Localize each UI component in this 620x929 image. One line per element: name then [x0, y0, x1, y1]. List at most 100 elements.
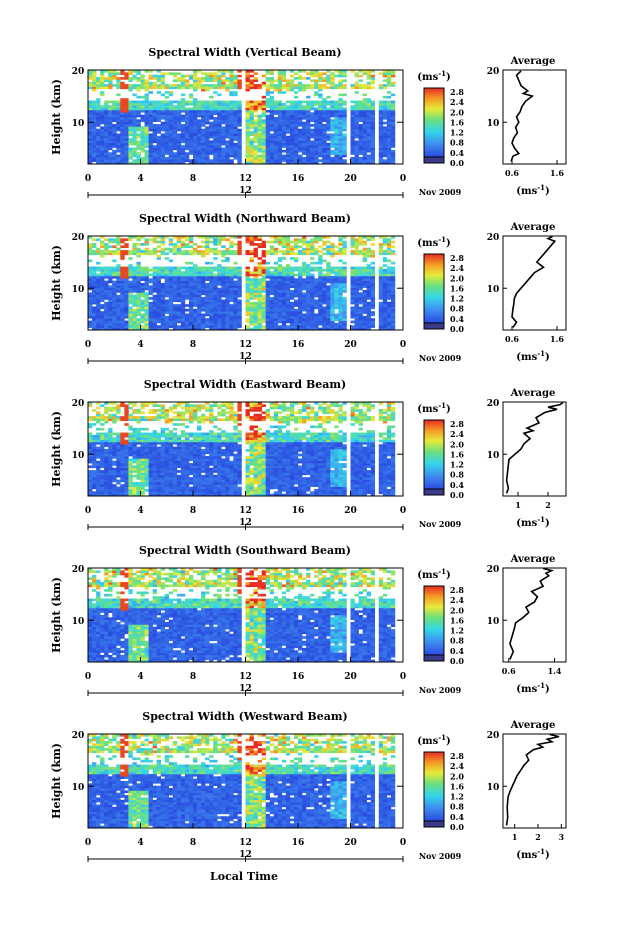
heatmap-cell — [277, 320, 283, 324]
heatmap-cell — [172, 147, 178, 151]
heatmap-cell — [96, 491, 101, 494]
heatmap-cell — [108, 304, 113, 307]
heatmap-cell — [273, 138, 279, 141]
heatmap-cell — [205, 119, 210, 122]
heatmap-cell — [261, 245, 266, 249]
heatmap-cell — [132, 161, 137, 165]
heatmap-cell — [334, 285, 339, 288]
heatmap-cell — [257, 266, 262, 270]
heatmap-cell — [261, 121, 266, 125]
heatmap-cell — [132, 93, 137, 97]
heatmap-cell — [100, 488, 105, 492]
heatmap-cell — [342, 74, 347, 78]
heatmap-cell — [128, 311, 133, 314]
heatmap-cell — [334, 318, 339, 321]
heatmap-cell — [184, 292, 190, 296]
heatmap-cell — [96, 152, 101, 155]
heatmap-cell — [96, 84, 101, 87]
heatmap-cell — [92, 121, 97, 125]
heatmap-cell — [386, 161, 392, 165]
heatmap-cell — [128, 147, 133, 151]
heatmap-cell — [269, 236, 275, 239]
heatmap-cell — [172, 313, 178, 317]
heatmap-cell — [245, 121, 250, 125]
heatmap-cell — [116, 287, 121, 291]
heatmap-cell — [205, 238, 210, 241]
heatmap-cell — [366, 297, 371, 300]
heatmap-cell — [293, 138, 299, 141]
heatmap-cell — [100, 290, 105, 293]
heatmap-cell — [366, 140, 371, 144]
heatmap-cell — [277, 304, 283, 307]
heatmap-cell — [104, 290, 109, 293]
heatmap-cell — [88, 243, 93, 246]
heatmap-cell — [293, 114, 299, 118]
heatmap-cell — [233, 109, 238, 113]
heatmap-cell — [277, 280, 283, 284]
heatmap-cell — [124, 308, 129, 312]
heatmap-cell — [136, 266, 141, 270]
heatmap-cell — [285, 107, 291, 111]
heatmap-cell — [326, 264, 331, 267]
heatmap-cell — [378, 266, 384, 270]
heatmap-cell — [92, 126, 97, 130]
heatmap-cell — [88, 86, 93, 90]
heatmap-cell — [253, 268, 258, 272]
heatmap-cell — [354, 117, 359, 120]
heatmap-cell — [233, 311, 238, 314]
heatmap-cell — [338, 325, 343, 328]
heatmap-cell — [168, 304, 174, 307]
heatmap-cell — [124, 311, 129, 314]
heatmap-cell — [209, 114, 214, 118]
heatmap-cell — [302, 318, 307, 321]
heatmap-cell — [108, 290, 113, 293]
heatmap-cell — [338, 140, 343, 144]
heatmap-cell — [310, 149, 315, 153]
heatmap-cell — [116, 304, 121, 307]
heatmap-cell — [362, 290, 367, 293]
heatmap-cell — [148, 320, 153, 324]
heatmap-cell — [342, 275, 347, 279]
heatmap-cell — [188, 252, 194, 256]
heatmap-cell — [229, 280, 234, 284]
heatmap-cell — [382, 311, 388, 314]
heatmap-cell — [205, 126, 210, 130]
heatmap-cell — [269, 311, 275, 314]
heatmap-cell — [152, 271, 157, 274]
heatmap-cell — [124, 161, 129, 165]
heatmap-cell — [306, 161, 311, 165]
heatmap-cell — [390, 297, 396, 300]
heatmap-cell — [273, 79, 279, 83]
heatmap-cell — [104, 297, 109, 300]
heatmap-cell — [156, 154, 161, 158]
heatmap-cell — [205, 301, 210, 305]
heatmap-cell — [257, 142, 262, 146]
heatmap-cell — [378, 117, 384, 120]
heatmap-cell — [378, 156, 384, 160]
heatmap-cell — [225, 149, 230, 153]
heatmap-cell — [201, 161, 206, 165]
heatmap-cell — [184, 84, 190, 87]
heatmap-cell — [306, 142, 311, 146]
heatmap-cell — [188, 306, 194, 310]
heatmap-cell — [88, 112, 93, 115]
heatmap-cell — [366, 275, 371, 279]
heatmap-cell — [334, 268, 339, 272]
heatmap-cell — [330, 135, 335, 139]
heatmap-cell — [124, 250, 129, 253]
heatmap-cell — [205, 275, 210, 279]
heatmap-cell — [136, 325, 141, 328]
heatmap-cell — [358, 315, 363, 319]
heatmap-cell — [104, 313, 109, 317]
heatmap-cell — [386, 147, 392, 151]
heatmap-cell — [386, 273, 392, 277]
heatmap-cell — [382, 259, 388, 263]
heatmap-cell — [289, 313, 295, 317]
heatmap-cell — [184, 268, 190, 272]
heatmap-cell — [201, 79, 206, 83]
heatmap-cell — [108, 297, 113, 300]
heatmap-cell — [172, 154, 178, 158]
heatmap-cell — [124, 301, 129, 305]
heatmap-cell — [209, 273, 214, 277]
heatmap-cell — [265, 149, 271, 153]
